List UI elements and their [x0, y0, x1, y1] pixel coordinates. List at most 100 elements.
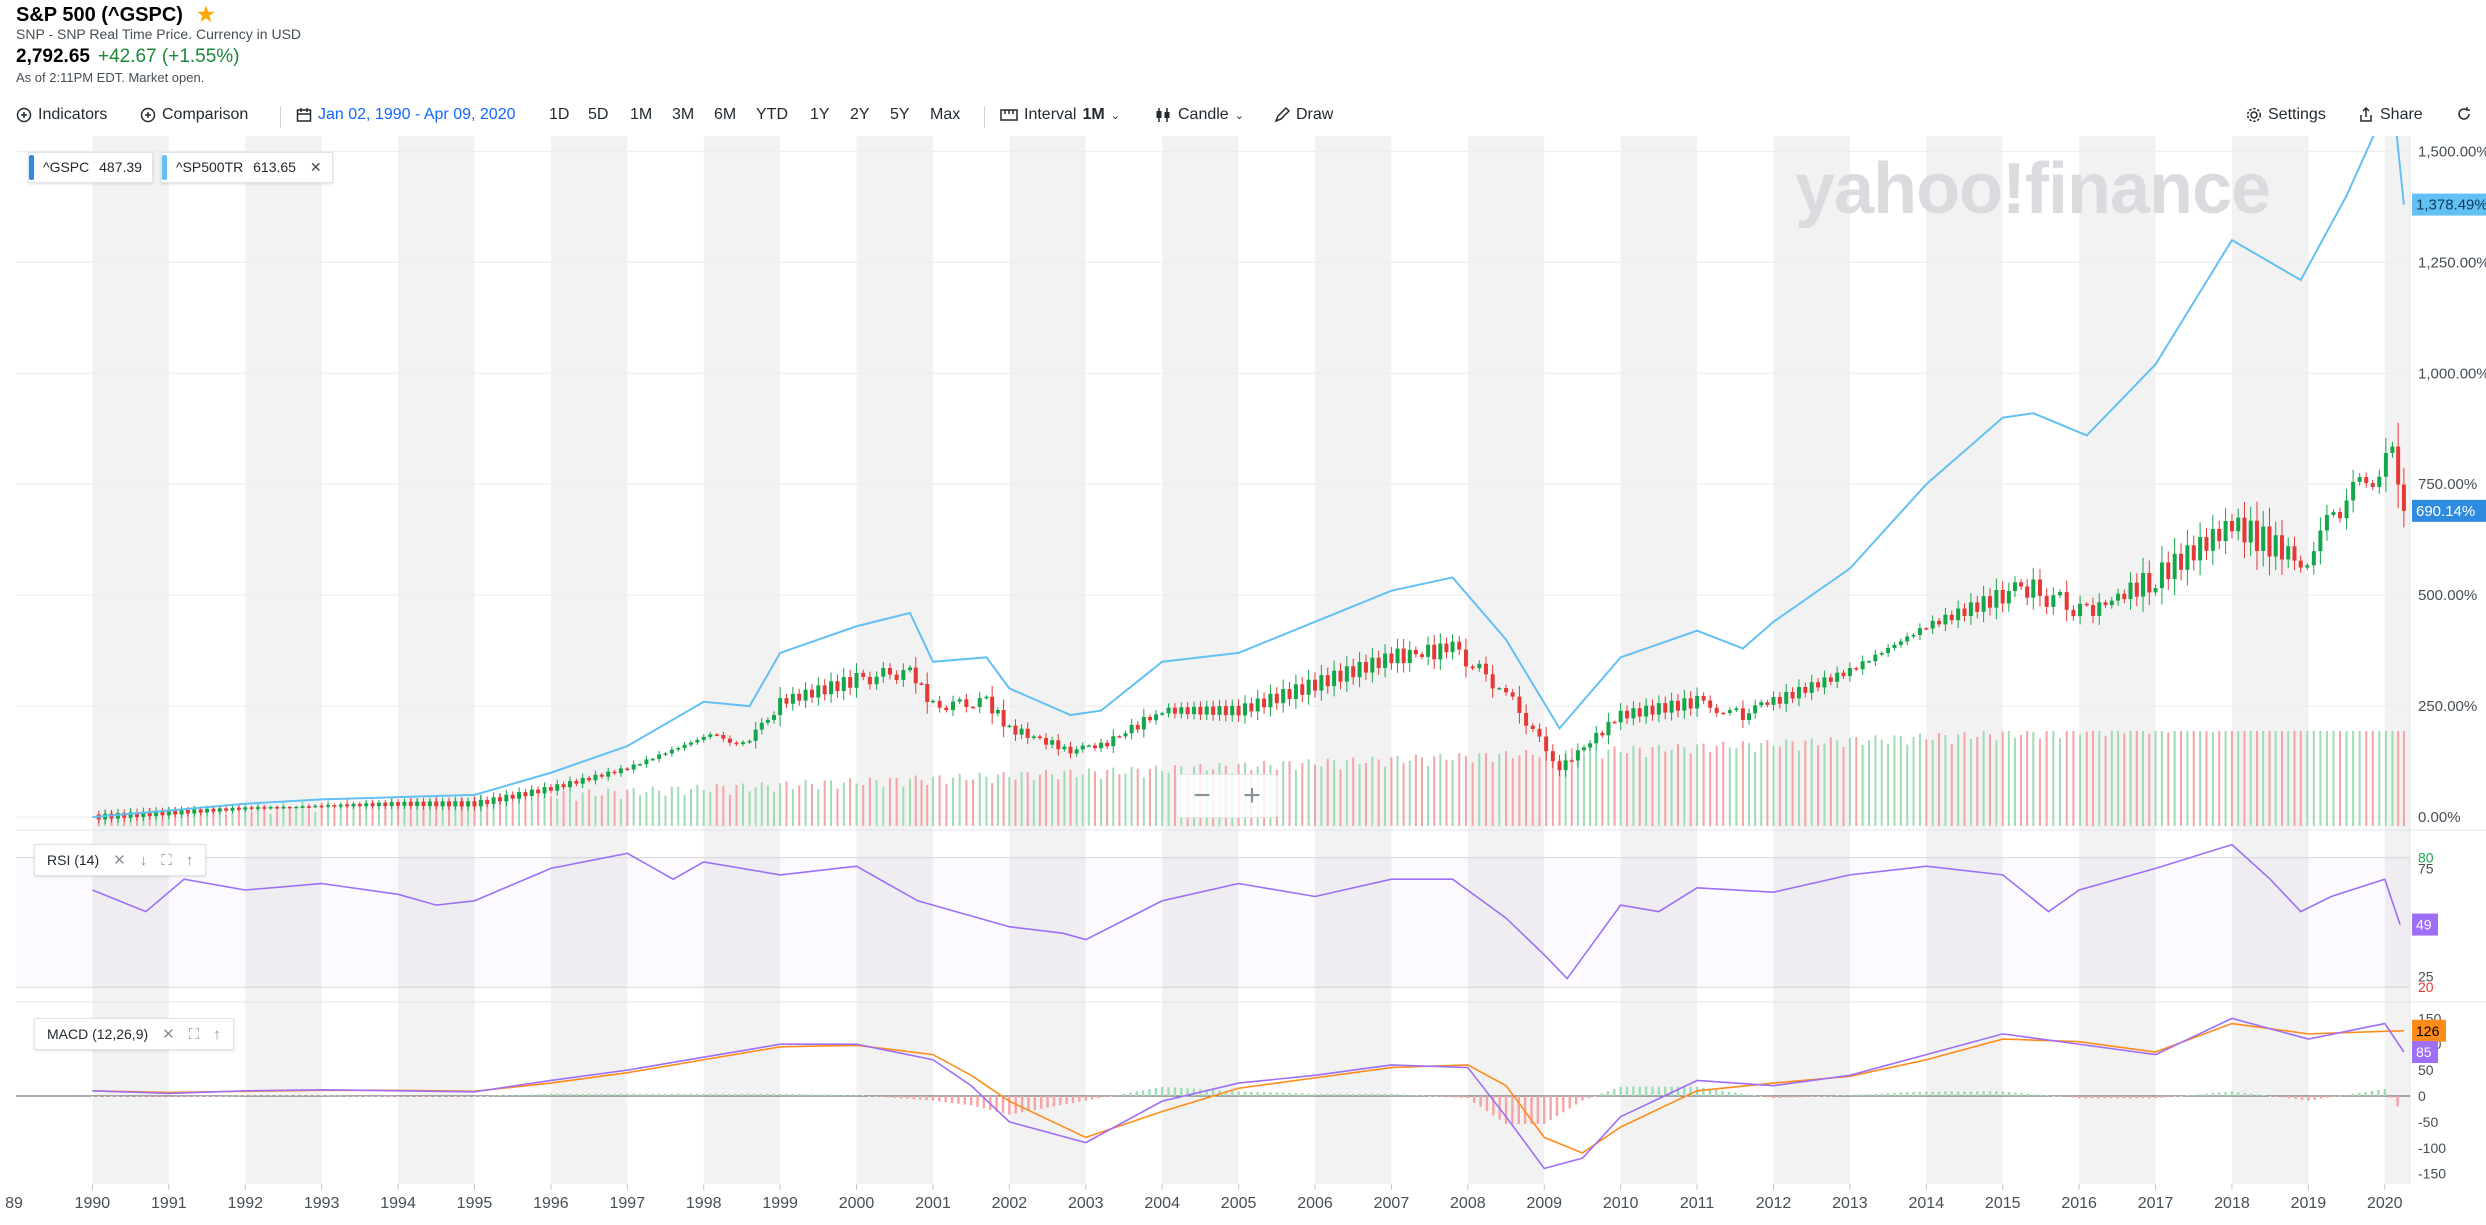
range-ytd[interactable]: YTD	[756, 106, 788, 123]
macd-histogram-bar	[473, 1096, 476, 1097]
macd-histogram-bar	[1371, 1093, 1374, 1096]
draw-button[interactable]: Draw	[1274, 106, 1333, 124]
macd-histogram-bar	[435, 1096, 438, 1097]
legend-sp500tr[interactable]: ^SP500TR 613.65 ✕	[160, 152, 333, 183]
macd-histogram-bar	[345, 1095, 349, 1097]
volume-bar	[1014, 779, 1017, 826]
macd-histogram-bar	[1842, 1095, 1845, 1096]
arrow-down-icon[interactable]: ↓	[139, 851, 148, 869]
reset-button[interactable]	[2456, 106, 2472, 122]
range-5d[interactable]: 5D	[588, 106, 609, 123]
chart-type-dropdown[interactable]: Candle ⌄	[1154, 106, 1244, 124]
volume-bar	[524, 793, 527, 826]
close-icon[interactable]: ✕	[309, 159, 322, 175]
range-max[interactable]: Max	[930, 106, 961, 123]
candle	[1987, 596, 1992, 608]
volume-bar	[276, 805, 279, 826]
macd-histogram-bar	[855, 1095, 858, 1096]
year-band	[2384, 136, 2410, 1184]
candle	[1370, 657, 1375, 673]
range-1m[interactable]: 1M	[630, 106, 653, 123]
range-6m[interactable]: 6M	[714, 106, 737, 123]
candle	[555, 784, 560, 791]
macd-histogram-bar	[594, 1093, 597, 1096]
volume-bar	[1038, 774, 1041, 826]
candle	[977, 698, 982, 707]
candle	[2390, 446, 2395, 453]
candle	[1154, 714, 1159, 721]
macd-histogram-bar	[823, 1094, 826, 1096]
volume-bar	[965, 779, 968, 826]
macd-histogram-bar	[798, 1094, 801, 1096]
comparison-button[interactable]: Comparison	[140, 106, 248, 124]
macd-histogram-bar	[702, 1093, 705, 1096]
volume-bar	[2098, 731, 2101, 826]
rsi-indicator-tag[interactable]: RSI (14) ✕ ↓ ⛶ ↑	[34, 844, 207, 876]
star-icon[interactable]: ★	[196, 4, 215, 26]
x-tick-label: 2004	[1144, 1195, 1180, 1212]
macd-histogram-bar	[517, 1094, 521, 1096]
macd-histogram-bar	[263, 1095, 266, 1097]
candle	[1281, 688, 1286, 704]
sp500tr-line	[92, 89, 2405, 819]
macd-histogram-bar	[1071, 1096, 1075, 1103]
settings-button[interactable]: Settings	[2246, 106, 2326, 124]
chart-svg[interactable]: 0.00% 250.00% 500.00% 750.00% 1,000.00% 1,250…	[0, 89, 2486, 1220]
macd-histogram-bar	[173, 1096, 177, 1097]
indicators-button[interactable]: Indicators	[16, 106, 107, 124]
candle	[887, 667, 892, 675]
candle	[326, 805, 331, 807]
expand-icon[interactable]: ⛶	[161, 851, 172, 869]
candle	[2044, 595, 2049, 607]
candle	[192, 809, 197, 814]
volume-bar	[991, 783, 994, 826]
macd-histogram-bar	[511, 1095, 514, 1096]
volume-bar	[1938, 733, 1941, 826]
macd-histogram-bar	[1141, 1090, 1145, 1096]
interval-dropdown[interactable]: Interval 1M ⌄	[1000, 106, 1120, 124]
volume-bar	[2129, 731, 2132, 826]
chart-area[interactable]: 0.00% 250.00% 500.00% 750.00% 1,000.00% 1,250…	[0, 89, 2486, 1225]
candle	[542, 787, 547, 794]
candle	[1873, 654, 1878, 662]
zoom-out-button[interactable]: −	[1193, 779, 1211, 812]
candle	[1637, 708, 1642, 717]
volume-bar	[1772, 745, 1775, 826]
candle	[901, 670, 906, 680]
range-2y[interactable]: 2Y	[850, 106, 870, 123]
arrow-up-icon[interactable]: ↑	[213, 1025, 221, 1043]
range-1d[interactable]: 1D	[549, 106, 570, 123]
expand-icon[interactable]: ⛶	[188, 1025, 200, 1043]
candle	[122, 813, 127, 818]
legend-value: 613.65	[253, 159, 296, 175]
candle	[2097, 602, 2102, 616]
macd-histogram-bar	[645, 1093, 648, 1096]
close-icon[interactable]: ✕	[113, 852, 126, 869]
volume-bar	[1551, 751, 1554, 826]
x-tick-label: 2010	[1603, 1195, 1639, 1212]
macd-indicator-tag[interactable]: MACD (12,26,9) ✕ ⛶ ↑	[34, 1018, 234, 1050]
volume-bar	[1689, 753, 1692, 826]
candle	[1975, 602, 1980, 612]
volume-bar	[2038, 738, 2041, 826]
candle	[1450, 641, 1455, 653]
macd-histogram-bar	[2389, 1096, 2393, 1098]
macd-histogram-bar	[1874, 1093, 1877, 1096]
candle	[1325, 675, 1330, 687]
macd-histogram-bar	[301, 1095, 304, 1097]
range-1y[interactable]: 1Y	[810, 106, 830, 123]
share-button[interactable]: Share	[2358, 106, 2423, 124]
candle	[459, 801, 464, 807]
close-icon[interactable]: ✕	[162, 1026, 175, 1043]
arrow-up-icon[interactable]: ↑	[185, 851, 194, 869]
zoom-in-button[interactable]: +	[1243, 779, 1261, 812]
candle	[2172, 553, 2177, 580]
volume-bar	[2237, 731, 2240, 826]
volume-bar	[2312, 731, 2315, 826]
macd-histogram-bar	[1835, 1095, 1839, 1097]
range-3m[interactable]: 3M	[672, 106, 695, 123]
legend-gspc[interactable]: ^GSPC 487.39	[28, 152, 153, 183]
date-range-picker[interactable]: Jan 02, 1990 - Apr 09, 2020	[296, 106, 515, 124]
range-5y[interactable]: 5Y	[890, 106, 910, 123]
macd-histogram-bar	[957, 1096, 960, 1104]
